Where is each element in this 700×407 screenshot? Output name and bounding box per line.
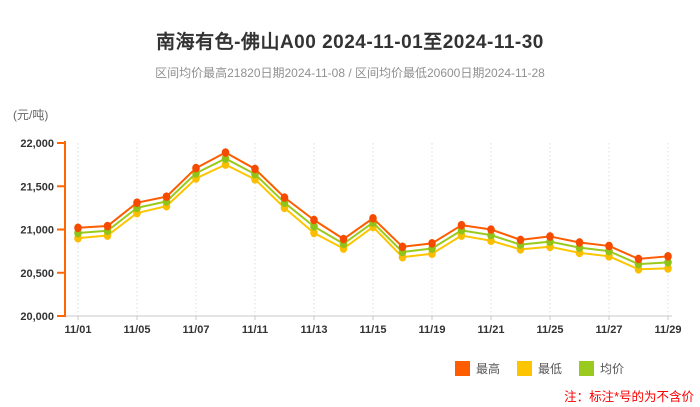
legend-label-min: 最低 [538,362,563,376]
series-max-point [428,239,436,248]
series-min-point [310,228,318,238]
x-tick-label: 11/15 [360,324,387,336]
series-min-point [664,264,672,273]
legend-swatch-avg-icon [579,361,595,376]
chart-legend: 最高 最低 均价 [455,360,624,377]
x-tick-label: 11/29 [655,324,682,336]
legend-item-min: 最低 [517,360,562,377]
x-tick-label: 11/19 [419,324,446,336]
chart-subtitle: 区间均价最高21820日期2024-11-08 / 区间均价最低20600日期2… [155,66,545,80]
series-max-point [546,232,554,241]
x-tick-label: 11/01 [65,324,92,336]
footnote: 注：标注*号的为不含价 [564,390,694,404]
y-tick-label: 21,500 [20,181,54,193]
x-tick-label: 11/05 [124,324,151,336]
y-tick-label: 22,000 [20,138,54,150]
x-tick-label: 11/13 [301,324,328,336]
series-avg-point [221,154,230,163]
series-max-point [310,215,318,225]
x-tick-label: 11/11 [242,324,268,336]
series-max-point [221,148,230,157]
x-tick-label: 11/25 [537,324,564,336]
chart-title: 南海有色-佛山A00 2024-11-01至2024-11-30 [156,32,544,53]
series-min-point [221,160,230,169]
series-max-point [634,254,643,264]
series-max-point [162,192,171,201]
y-tick-label: 20,000 [20,311,54,323]
series-max-point [339,234,348,244]
x-tick-label: 11/21 [478,324,505,336]
y-axis-unit-label: (元/吨) [13,108,49,122]
series-max-point [664,252,672,261]
series-max-point [251,164,259,174]
series-max-point [192,163,200,173]
x-tick-label: 11/27 [596,324,623,336]
series-avg-point [664,258,672,267]
x-tick-label: 11/07 [183,324,210,336]
legend-item-avg: 均价 [579,360,624,377]
series-avg-point [310,222,318,231]
series-max-point [369,213,377,223]
legend-label-max: 最高 [476,362,501,376]
series-max-point [398,242,407,252]
y-tick-label: 21,000 [20,225,54,237]
series-max-point [103,221,112,231]
series-max-point [487,225,495,234]
series-max-point [575,238,584,247]
legend-swatch-min-icon [517,361,533,376]
legend-swatch-max-icon [455,361,470,376]
series-max-point [280,193,289,202]
series-max-point [457,220,466,230]
series-max-point [133,198,141,207]
series-max-point [605,241,613,251]
legend-label-avg: 均价 [600,362,625,376]
y-tick-label: 20,500 [20,268,54,280]
legend-item-max: 最高 [455,360,500,377]
series-max-point [74,223,82,233]
series-max-point [516,235,525,245]
